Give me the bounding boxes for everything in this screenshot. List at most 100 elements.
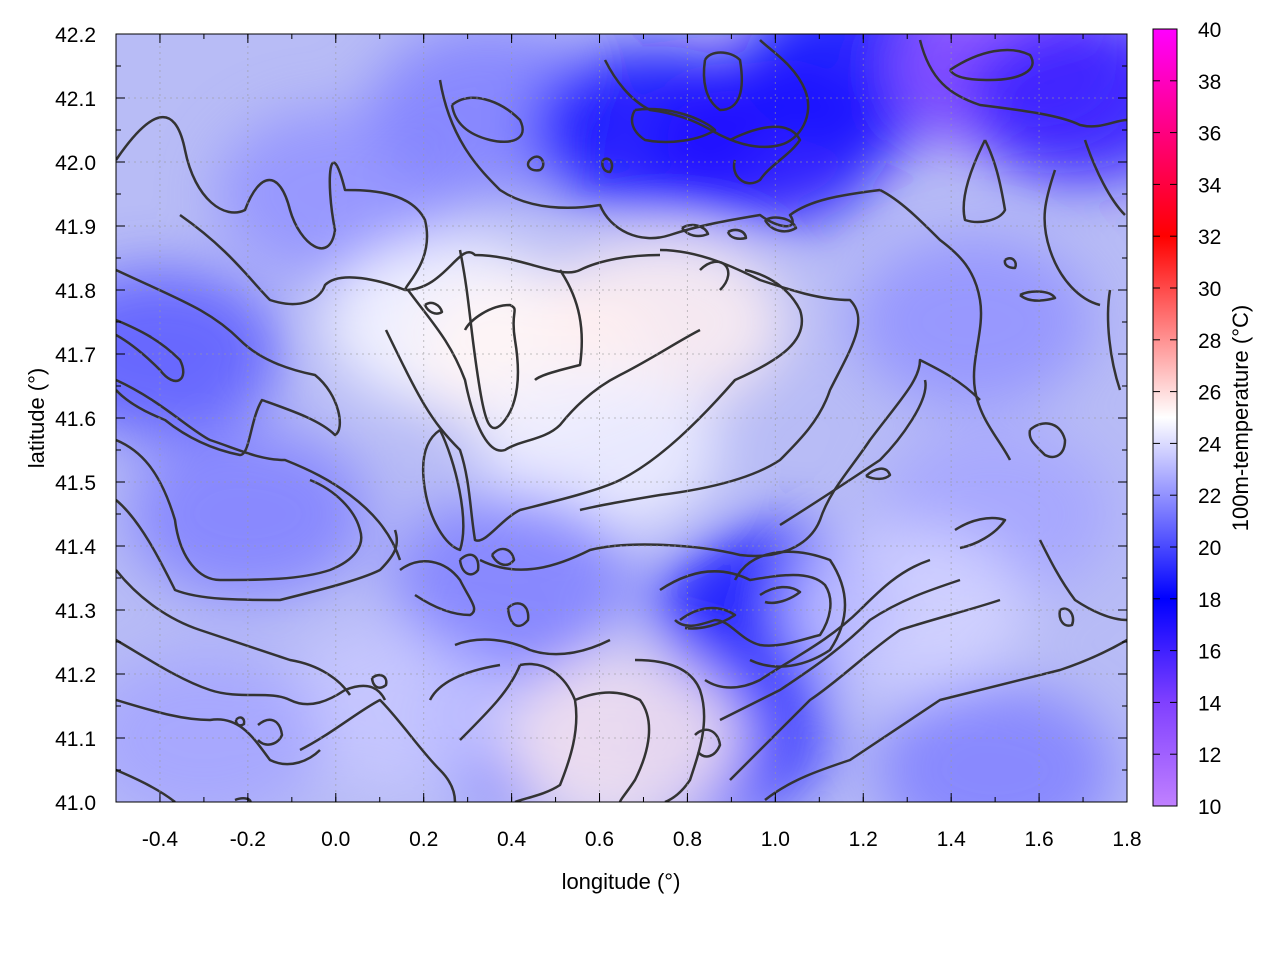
temperature-region [787,525,1028,695]
grid [116,34,1127,802]
colorbar-tick-label: 38 [1198,71,1221,94]
contour-line [579,248,860,512]
contour-line [438,79,881,240]
colorbar-tick-label: 20 [1198,537,1221,560]
contour-line [116,318,185,382]
tick-marks [115,33,1128,803]
colorbar-tick-label: 18 [1198,589,1221,612]
colorbar-tick-label: 28 [1198,330,1221,353]
y-tick-label: 41.9 [55,216,96,239]
contour-line [659,570,832,647]
colorbar-tick-label: 32 [1198,226,1221,249]
colorbar-tick-label: 22 [1198,485,1221,508]
x-tick-label: 1.4 [937,828,967,851]
temperature-region [853,237,1094,407]
x-tick-label: 0.2 [409,828,438,851]
contour-line [257,718,284,746]
contour-line [514,662,578,802]
temperature-region [281,621,522,791]
contour-line [729,598,1001,781]
colorbar-ticks [1153,28,1177,807]
contour-line [490,547,516,567]
y-tick-label: 41.1 [55,728,96,751]
x-tick-label: 1.0 [761,828,790,851]
colorbar-title: 100m-temperature (°C) [1228,305,1253,531]
contour-line [116,438,363,582]
colorbar-tick-label: 34 [1198,174,1222,197]
contour-line [116,638,387,706]
contour-line [634,658,706,802]
contour-line [954,516,1007,550]
temperature-region [116,269,280,439]
contour-line [726,228,748,240]
y-tick-label: 41.7 [55,344,96,367]
y-tick-label: 42.1 [55,88,96,111]
colorbar-tick-label: 36 [1198,123,1221,146]
contour-line [428,663,501,701]
contour-line [733,550,847,668]
colorbar-tick-label: 40 [1198,19,1221,42]
contour-line [116,116,661,292]
contour-line [704,558,931,689]
contour-line [179,213,406,306]
contour-line [384,268,804,542]
contour-line [702,51,744,112]
contour-line [948,48,1034,82]
contour-line [406,289,701,452]
y-tick-label: 41.8 [55,280,96,303]
colorbar-tick-label: 16 [1198,641,1221,664]
x-tick-label: 1.2 [849,828,878,851]
contour-line [299,698,457,802]
temperature-region [116,653,324,802]
contour-line [534,269,584,381]
y-tick-label: 42.2 [55,24,96,47]
contour-line [421,428,465,552]
colorbar-tick-label: 30 [1198,278,1221,301]
contour-line [450,96,524,144]
contour-line [116,378,402,561]
y-tick-label: 42.0 [55,152,96,175]
y-tick-labels: 41.0 41.1 41.2 41.3 41.4 41.5 41.6 41.7 41.8 41.9… [55,24,96,815]
contour-line [116,268,342,457]
contour-line [458,553,480,576]
y-tick-label: 41.2 [55,664,96,687]
y-tick-label: 41.5 [55,472,96,495]
contour-line [458,249,520,430]
contour-line [454,638,611,656]
y-tick-label: 41.6 [55,408,96,431]
contour-line [370,673,388,689]
contour-line [763,216,798,233]
contour-line [729,125,802,185]
colorbar-tick-label: 12 [1198,744,1221,767]
contour-line [1106,289,1122,391]
colorbar: 10 12 14 16 18 20 22 24 26 28 30 32 34 36 38 40 100m-te… [1152,19,1253,819]
y-tick-label: 41.3 [55,600,96,623]
x-tick-label: 0.6 [585,828,614,851]
x-tick-label: -0.4 [142,828,179,851]
x-tick-label: -0.2 [230,828,266,851]
colorbar-tick-label: 14 [1198,692,1222,715]
plot-area: -0.4 -0.2 0.0 0.2 0.4 0.6 0.8 1.0 1.2 1.4 1.6 1.8 4… [24,24,1142,894]
contour-line [719,578,961,722]
contour-line [601,157,614,174]
temperature-region [545,237,786,407]
contour-line [1058,607,1075,627]
contour-line [1028,422,1067,459]
contour-line [1083,139,1126,216]
x-tick-label: 1.6 [1024,828,1053,851]
colorbar-tick-labels: 10 12 14 16 18 20 22 24 26 28 30 32 34 36 38 40 [1198,19,1222,819]
contour-line [694,728,722,758]
contour-line [506,602,530,628]
temperature-region [501,653,742,802]
y-axis-title: latitude (°) [24,368,49,469]
x-axis-title: longitude (°) [562,869,681,894]
contour-line [423,301,444,315]
contour-line [1003,257,1017,270]
isotherm-contours [116,39,1127,802]
colorbar-tick-label: 10 [1198,796,1221,819]
x-tick-label: 0.0 [321,828,350,851]
contour-line [681,223,710,238]
colorbar-tick-label: 26 [1198,382,1221,405]
contour-line [116,499,399,602]
